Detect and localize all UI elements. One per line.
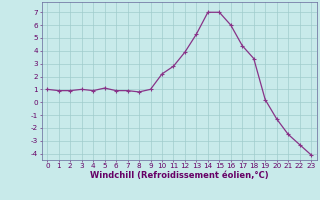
X-axis label: Windchill (Refroidissement éolien,°C): Windchill (Refroidissement éolien,°C) xyxy=(90,171,268,180)
